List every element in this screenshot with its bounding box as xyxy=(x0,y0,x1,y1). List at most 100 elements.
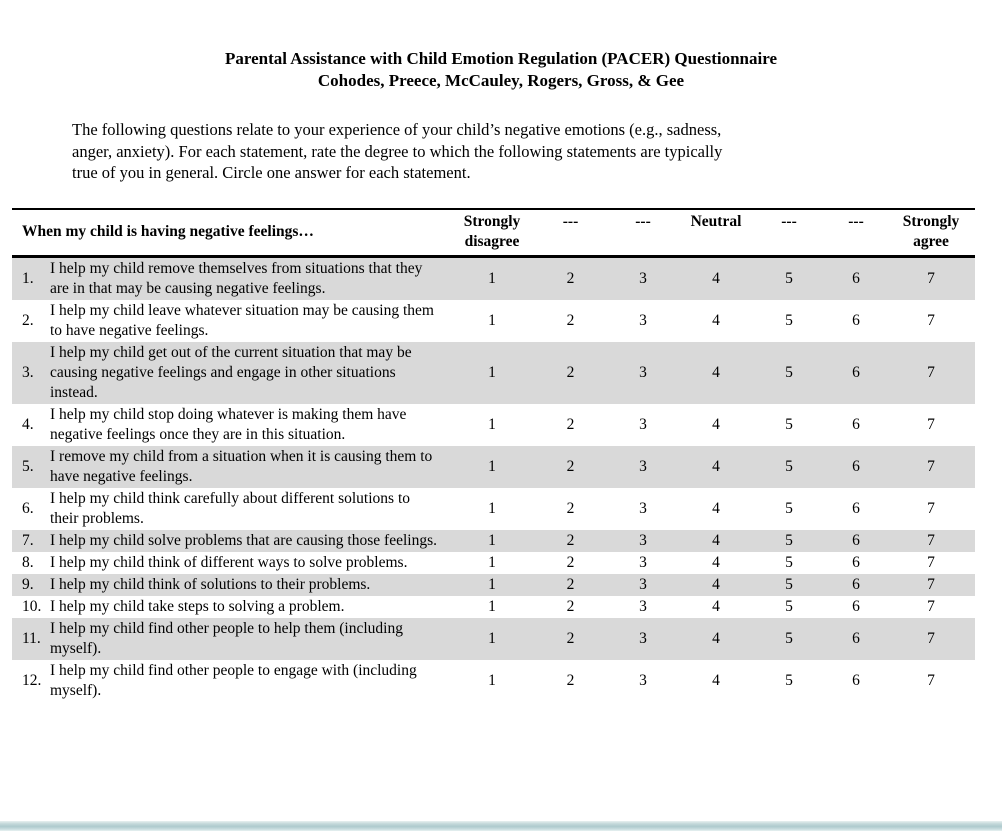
scale-option-7: 7 xyxy=(927,499,935,517)
scale-option-4: 4 xyxy=(712,671,720,689)
row-number: 4. xyxy=(22,415,34,433)
scale-option-1: 1 xyxy=(488,415,496,433)
row-statement: I help my child remove themselves from s… xyxy=(50,259,423,297)
scale-option-2: 2 xyxy=(566,415,575,433)
row-number: 12. xyxy=(22,671,42,689)
scale-header-strongly-agree: Strongly agree xyxy=(902,212,960,250)
scale-option-5: 5 xyxy=(785,575,793,593)
scale-option-2: 2 xyxy=(566,499,575,517)
scale-option-4: 4 xyxy=(712,531,720,549)
table-row: 1. I help my child remove themselves from… xyxy=(12,256,975,300)
scale-option-2: 2 xyxy=(566,629,575,647)
instructions-paragraph: The following questions relate to your e… xyxy=(72,119,1002,184)
table-row: 5. I remove my child from a situation whe… xyxy=(12,445,975,488)
scale-option-1: 1 xyxy=(488,457,496,475)
scale-option-7: 7 xyxy=(927,457,935,475)
scale-option-4: 4 xyxy=(712,499,720,517)
scale-header-neutral: Neutral xyxy=(690,212,742,230)
scale-option-6: 6 xyxy=(852,531,860,549)
scale-option-1: 1 xyxy=(488,575,496,593)
scale-option-4: 4 xyxy=(712,575,720,593)
scale-option-3: 3 xyxy=(639,531,647,549)
scale-option-7: 7 xyxy=(927,269,935,287)
scale-option-6: 6 xyxy=(852,457,860,475)
scale-option-2: 2 xyxy=(566,311,575,329)
scale-option-7: 7 xyxy=(927,671,935,689)
scale-option-1: 1 xyxy=(488,269,496,287)
row-statement: I help my child stop doing whatever is m… xyxy=(50,405,407,443)
row-number: 3. xyxy=(22,363,34,381)
scale-option-3: 3 xyxy=(639,671,647,689)
row-number: 8. xyxy=(22,553,34,571)
scale-option-5: 5 xyxy=(785,269,793,287)
scale-header-dash-3: --- xyxy=(635,212,651,230)
row-number: 1. xyxy=(22,269,34,287)
scale-option-6: 6 xyxy=(852,363,860,381)
scale-option-6: 6 xyxy=(852,575,860,593)
row-statement: I help my child think carefully about di… xyxy=(50,489,411,527)
scale-option-2: 2 xyxy=(566,269,575,287)
scale-option-6: 6 xyxy=(852,269,860,287)
scale-option-5: 5 xyxy=(785,499,793,517)
scale-option-7: 7 xyxy=(927,629,935,647)
scale-option-1: 1 xyxy=(488,499,496,517)
table-body: 1. I help my child remove themselves from… xyxy=(12,256,975,702)
table-row: 6. I help my child think carefully about … xyxy=(12,488,975,530)
scale-option-5: 5 xyxy=(785,553,793,571)
row-number: 9. xyxy=(22,575,34,593)
scale-option-3: 3 xyxy=(639,311,647,329)
scale-option-4: 4 xyxy=(712,629,720,647)
instructions-line-1: The following questions relate to your e… xyxy=(72,120,722,139)
row-number: 6. xyxy=(22,499,34,517)
scale-option-6: 6 xyxy=(852,311,860,329)
table-row: 3. I help my child get out of the current… xyxy=(12,341,975,404)
scale-option-6: 6 xyxy=(852,671,860,689)
scale-header-dash-6: --- xyxy=(848,212,864,230)
table-row: 4. I help my child stop doing whatever is… xyxy=(12,404,975,446)
scale-option-5: 5 xyxy=(785,311,793,329)
instructions-line-3: true of you in general. Circle one answe… xyxy=(72,163,471,182)
stem-header: When my child is having negative feeling… xyxy=(22,222,314,240)
scale-option-3: 3 xyxy=(639,553,647,571)
scale-option-4: 4 xyxy=(712,553,720,571)
scale-option-4: 4 xyxy=(712,457,720,475)
scale-option-1: 1 xyxy=(488,629,496,647)
scale-header-dash-2: --- xyxy=(562,212,579,230)
scale-option-7: 7 xyxy=(927,311,935,329)
scale-option-6: 6 xyxy=(852,553,860,571)
title-block: Parental Assistance with Child Emotion R… xyxy=(0,48,1002,92)
table-row: 8. I help my child think of different way… xyxy=(12,552,975,574)
table-row: 10. I help my child take steps to solving… xyxy=(12,596,975,618)
row-statement: I help my child leave whatever situation… xyxy=(50,301,434,339)
scale-option-6: 6 xyxy=(852,629,860,647)
scale-option-3: 3 xyxy=(639,597,647,615)
scale-option-3: 3 xyxy=(639,363,647,381)
scale-option-2: 2 xyxy=(566,553,575,571)
scale-option-6: 6 xyxy=(852,499,860,517)
row-number: 10. xyxy=(22,597,42,615)
scale-option-7: 7 xyxy=(927,553,935,571)
scale-option-5: 5 xyxy=(785,629,793,647)
scale-option-4: 4 xyxy=(712,363,720,381)
table-row: 2. I help my child leave whatever situati… xyxy=(12,300,975,342)
scale-option-2: 2 xyxy=(566,457,575,475)
row-statement: I help my child think of solutions to th… xyxy=(50,575,371,593)
scale-option-5: 5 xyxy=(785,363,793,381)
instructions-line-2: anger, anxiety). For each statement, rat… xyxy=(72,141,723,161)
scale-option-1: 1 xyxy=(488,553,496,571)
scale-option-3: 3 xyxy=(639,629,647,647)
row-number: 7. xyxy=(22,531,34,549)
scale-header-dash-5: --- xyxy=(781,212,797,230)
scale-option-1: 1 xyxy=(488,311,496,329)
scale-option-4: 4 xyxy=(712,415,720,433)
row-statement: I remove my child from a situation when … xyxy=(50,447,433,485)
scale-option-4: 4 xyxy=(712,311,720,329)
scale-option-5: 5 xyxy=(785,415,793,433)
scale-option-5: 5 xyxy=(785,597,793,615)
table-header-row: When my child is having negative feeling… xyxy=(12,208,975,256)
scale-option-5: 5 xyxy=(785,457,793,475)
scale-option-4: 4 xyxy=(712,269,720,287)
scale-option-2: 2 xyxy=(566,531,575,549)
scale-option-7: 7 xyxy=(927,575,935,593)
table-row: 9. I help my child think of solutions to … xyxy=(12,573,975,596)
